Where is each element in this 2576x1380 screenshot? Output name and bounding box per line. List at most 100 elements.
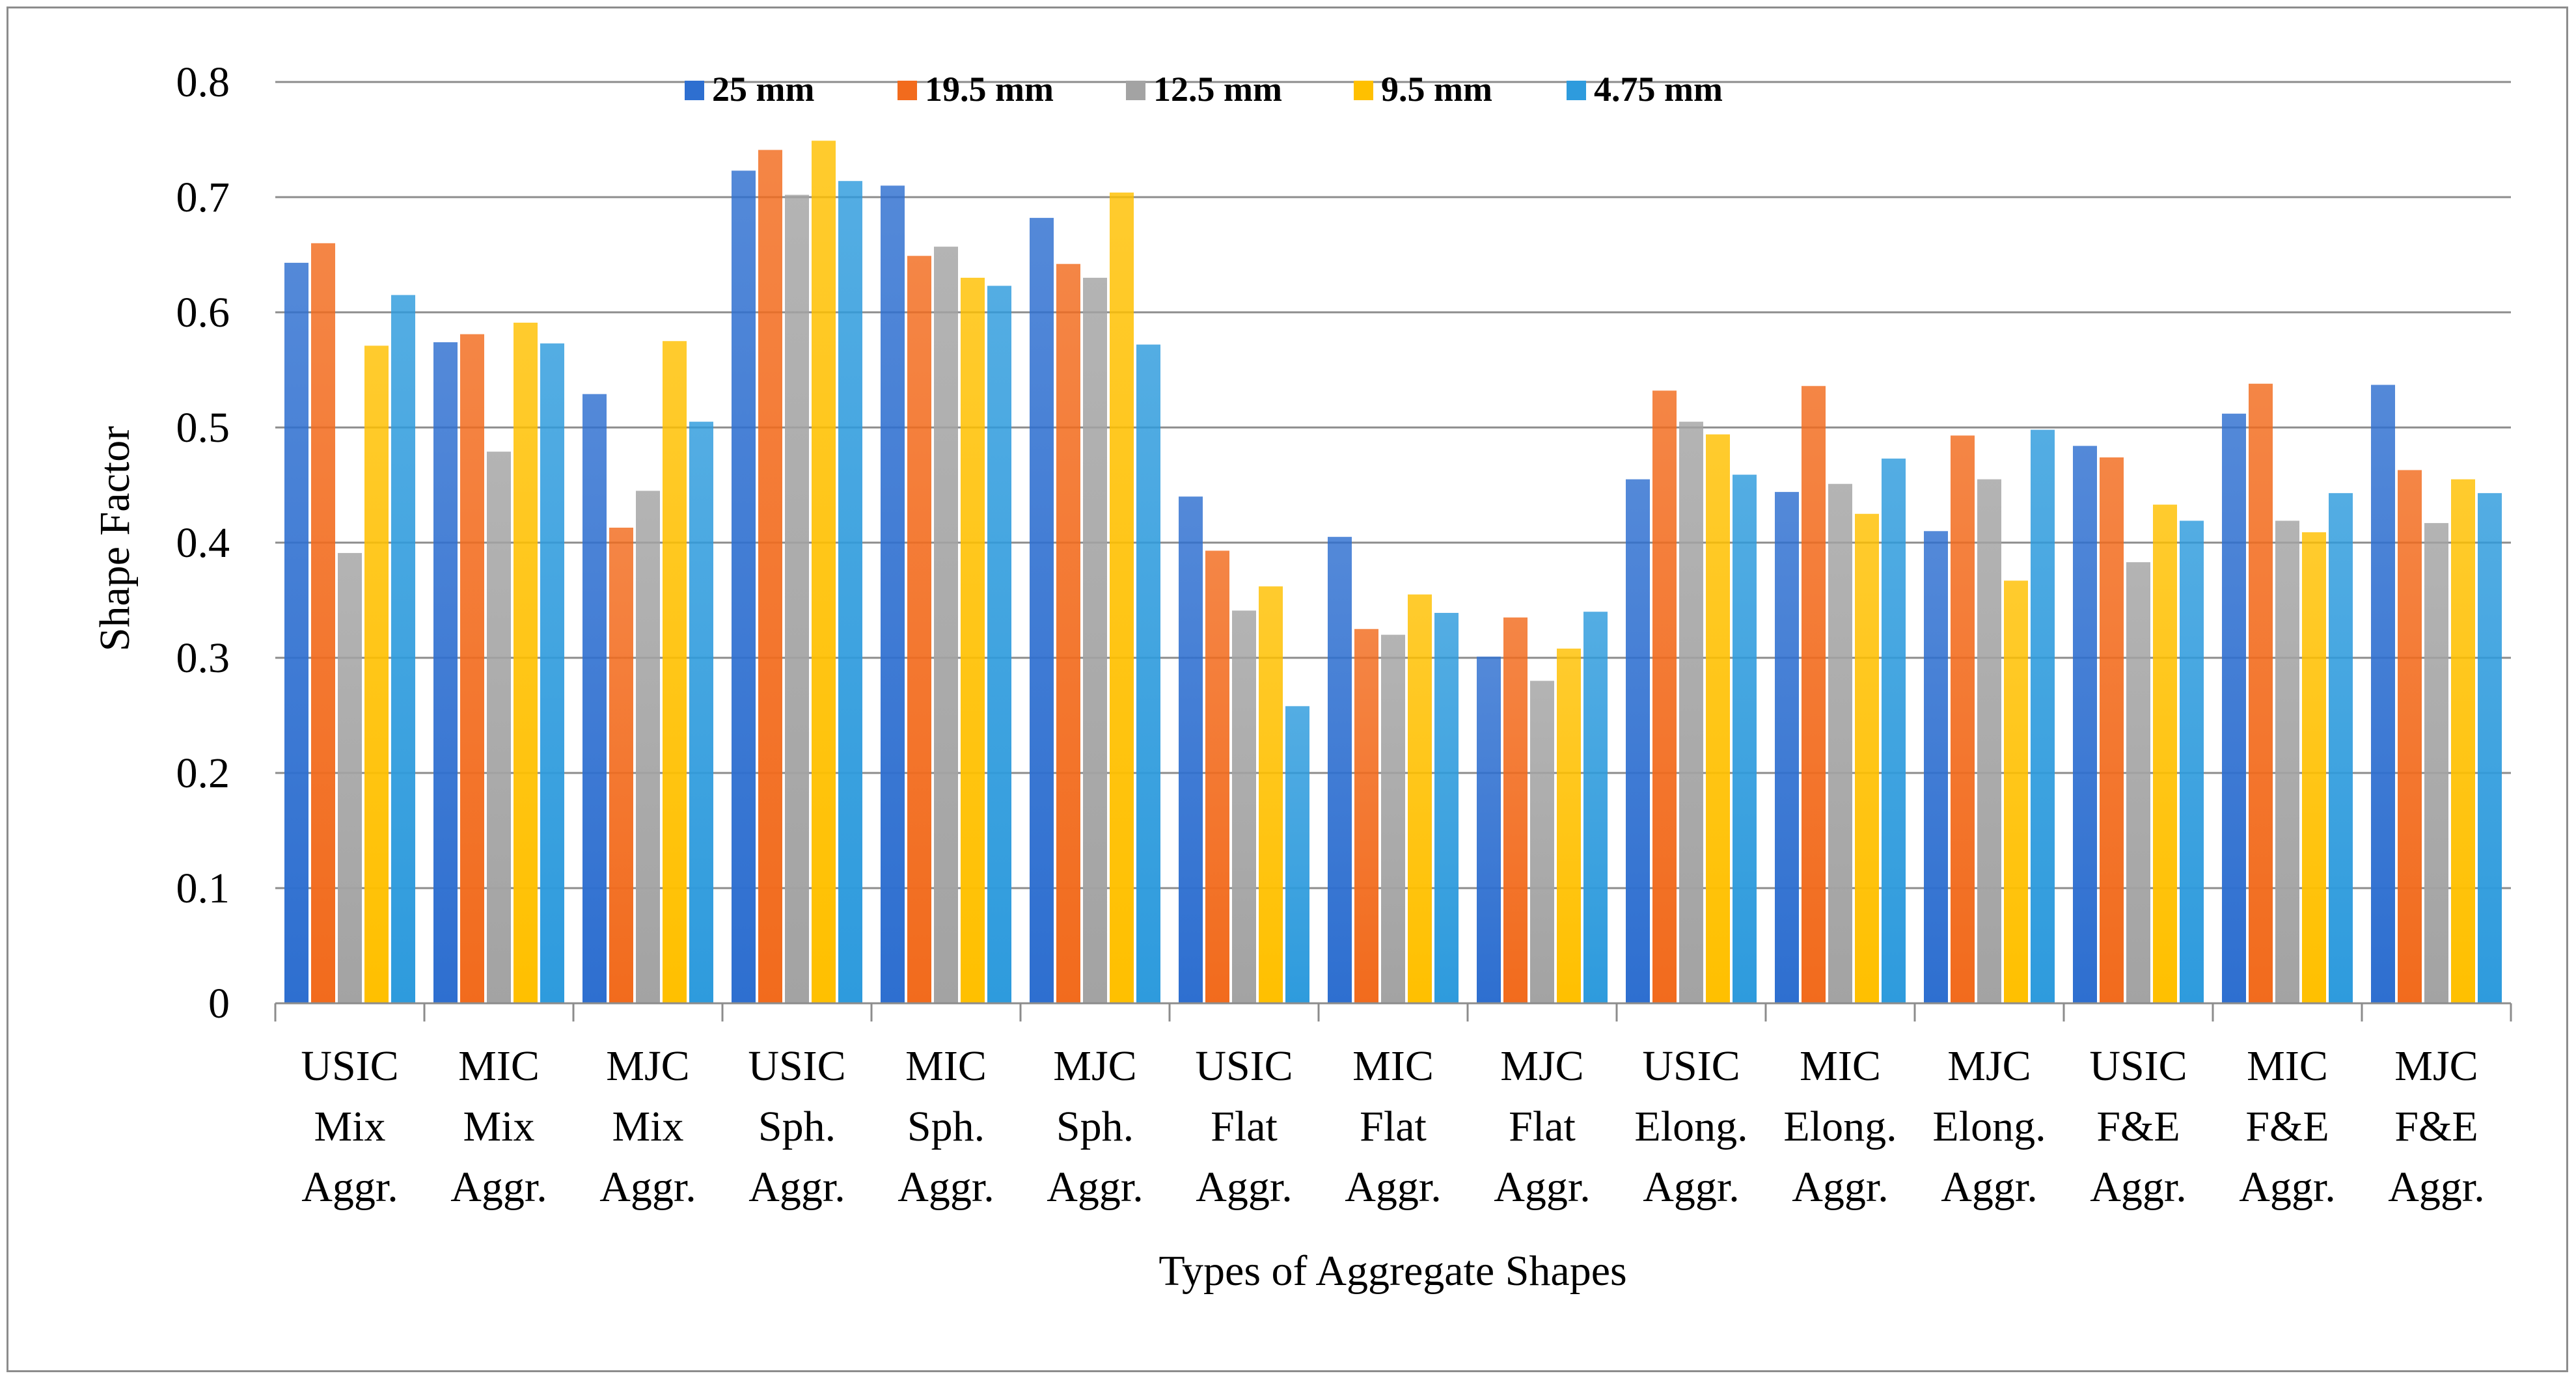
bar [514,322,538,1004]
bar [1828,483,1852,1003]
bar [1056,264,1080,1003]
y-tick-label: 0.6 [176,289,230,336]
bar [987,286,1011,1003]
x-tick-label: Aggr. [2239,1163,2336,1211]
legend-label: 19.5 mm [925,70,1054,109]
legend-label: 12.5 mm [1153,70,1282,109]
bar [1179,496,1203,1003]
bar [1136,344,1160,1003]
bar [1557,648,1581,1003]
bar [1354,629,1378,1003]
bar [2004,580,2028,1003]
x-tick-label: Aggr. [1792,1163,1889,1211]
y-axis-title: Shape Factor [91,426,139,651]
bar [732,170,756,1003]
bar [284,262,308,1003]
bar [433,342,458,1003]
x-tick-label: Aggr. [1643,1163,1740,1211]
bar [364,345,389,1003]
x-tick-label: MIC [905,1042,987,1090]
bar [1626,479,1650,1003]
bar [1205,550,1229,1003]
x-tick-label: Aggr. [1345,1163,1442,1211]
x-tick-label: Flat [1360,1103,1427,1150]
bar [311,243,335,1003]
x-tick-label: Aggr. [2388,1163,2485,1211]
x-tick-label: Aggr. [897,1163,994,1211]
legend-swatch [1126,81,1145,100]
y-tick-label: 0.5 [176,404,230,452]
bar [2031,429,2055,1003]
x-tick-label: Elong. [1783,1103,1897,1150]
y-tick-label: 0.8 [176,59,230,106]
bar [663,341,687,1003]
x-tick-label: Mix [463,1103,534,1150]
bar [1110,192,1134,1003]
chart-frame [7,7,2568,1372]
y-tick-label: 0 [208,980,230,1027]
x-tick-label: MIC [1800,1042,1881,1090]
x-tick-label: MJC [1947,1042,2031,1090]
bar [460,334,484,1003]
bar [2451,479,2475,1003]
y-tick-label: 0.4 [176,519,230,567]
x-tick-label: Sph. [1056,1103,1134,1150]
legend: 25 mm 19.5 mm 12.5 mm 9.5 mm 4.75 mm [685,70,1723,109]
x-tick-label: Aggr. [1941,1163,2038,1211]
bar [2222,413,2246,1003]
x-tick-label: Elong. [1634,1103,1747,1150]
x-tick-label: Aggr. [301,1163,398,1211]
bar [2398,470,2422,1003]
x-tick-label: Aggr. [1047,1163,1144,1211]
bar [1924,531,1948,1003]
bar [1259,586,1283,1003]
x-tick-label: MIC [1352,1042,1434,1090]
bar [1232,610,1256,1003]
x-tick-label: F&E [2096,1103,2180,1150]
bar [1530,681,1554,1003]
bar [1381,634,1405,1003]
bar [2302,532,2326,1003]
bar [2329,493,2353,1003]
bar [907,256,931,1003]
x-tick-label: MIC [2247,1042,2328,1090]
bar [689,422,713,1003]
bar [1434,612,1459,1003]
y-tick-label: 0.2 [176,750,230,797]
x-tick-label: Sph. [907,1103,985,1150]
bar [838,181,862,1004]
x-tick-label: USIC [301,1042,398,1090]
x-tick-label: MJC [1500,1042,1583,1090]
bar [2371,385,2395,1003]
bar [1030,217,1054,1003]
bar [1977,479,2001,1003]
x-tick-label: Aggr. [599,1163,696,1211]
bar [758,150,782,1004]
bar [812,141,836,1003]
x-tick-label: USIC [1642,1042,1740,1090]
x-tick-label: USIC [748,1042,845,1090]
x-tick-label: Sph. [758,1103,836,1150]
y-tick-label: 0.1 [176,865,230,912]
bar [1802,386,1826,1003]
axes [274,1002,2512,1021]
x-tick-label: Flat [1509,1103,1576,1150]
bar [1733,474,1757,1003]
x-tick-label: MJC [1053,1042,1136,1090]
x-tick-label: Aggr. [1196,1163,1293,1211]
bar [1503,617,1528,1003]
bar [2126,562,2150,1003]
bar [1083,277,1107,1003]
x-tick-label: Flat [1211,1103,1278,1150]
x-tick-label: Elong. [1932,1103,2046,1150]
bar [2073,446,2097,1003]
bar [2424,522,2448,1003]
bar [881,185,905,1003]
x-tick-label: Mix [314,1103,385,1150]
bar [487,452,511,1003]
x-axis-title: Types of Aggregate Shapes [1158,1247,1626,1295]
legend-swatch [1354,81,1373,100]
x-tick-label: USIC [2089,1042,2187,1090]
y-tick-label: 0.3 [176,634,230,682]
